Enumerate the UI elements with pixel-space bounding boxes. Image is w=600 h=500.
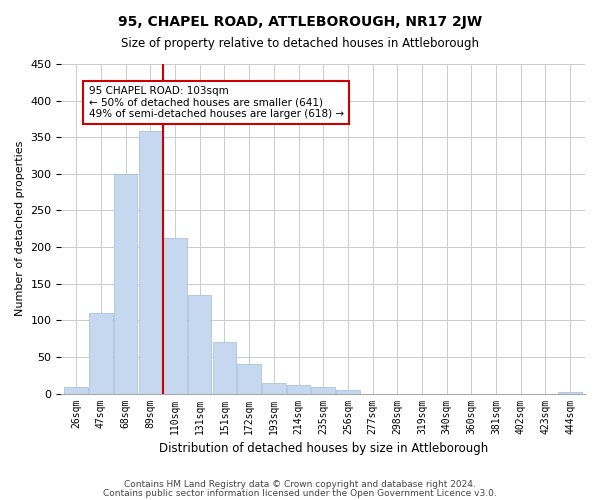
Bar [89, 313, 113, 394]
Bar [114, 174, 137, 394]
X-axis label: Distribution of detached houses by size in Attleborough: Distribution of detached houses by size … [158, 442, 488, 455]
Bar [163, 238, 187, 394]
Bar [139, 132, 162, 394]
Bar [212, 342, 236, 394]
Bar [559, 392, 582, 394]
Text: Size of property relative to detached houses in Attleborough: Size of property relative to detached ho… [121, 38, 479, 51]
Text: 95 CHAPEL ROAD: 103sqm
← 50% of detached houses are smaller (641)
49% of semi-de: 95 CHAPEL ROAD: 103sqm ← 50% of detached… [89, 86, 344, 119]
Bar [238, 364, 261, 394]
Bar [311, 387, 335, 394]
Bar [287, 385, 310, 394]
Text: Contains public sector information licensed under the Open Government Licence v3: Contains public sector information licen… [103, 488, 497, 498]
Text: 95, CHAPEL ROAD, ATTLEBOROUGH, NR17 2JW: 95, CHAPEL ROAD, ATTLEBOROUGH, NR17 2JW [118, 15, 482, 29]
Bar [336, 390, 359, 394]
Text: Contains HM Land Registry data © Crown copyright and database right 2024.: Contains HM Land Registry data © Crown c… [124, 480, 476, 489]
Bar [188, 294, 211, 394]
Y-axis label: Number of detached properties: Number of detached properties [15, 141, 25, 316]
Bar [64, 387, 88, 394]
Bar [262, 382, 286, 394]
